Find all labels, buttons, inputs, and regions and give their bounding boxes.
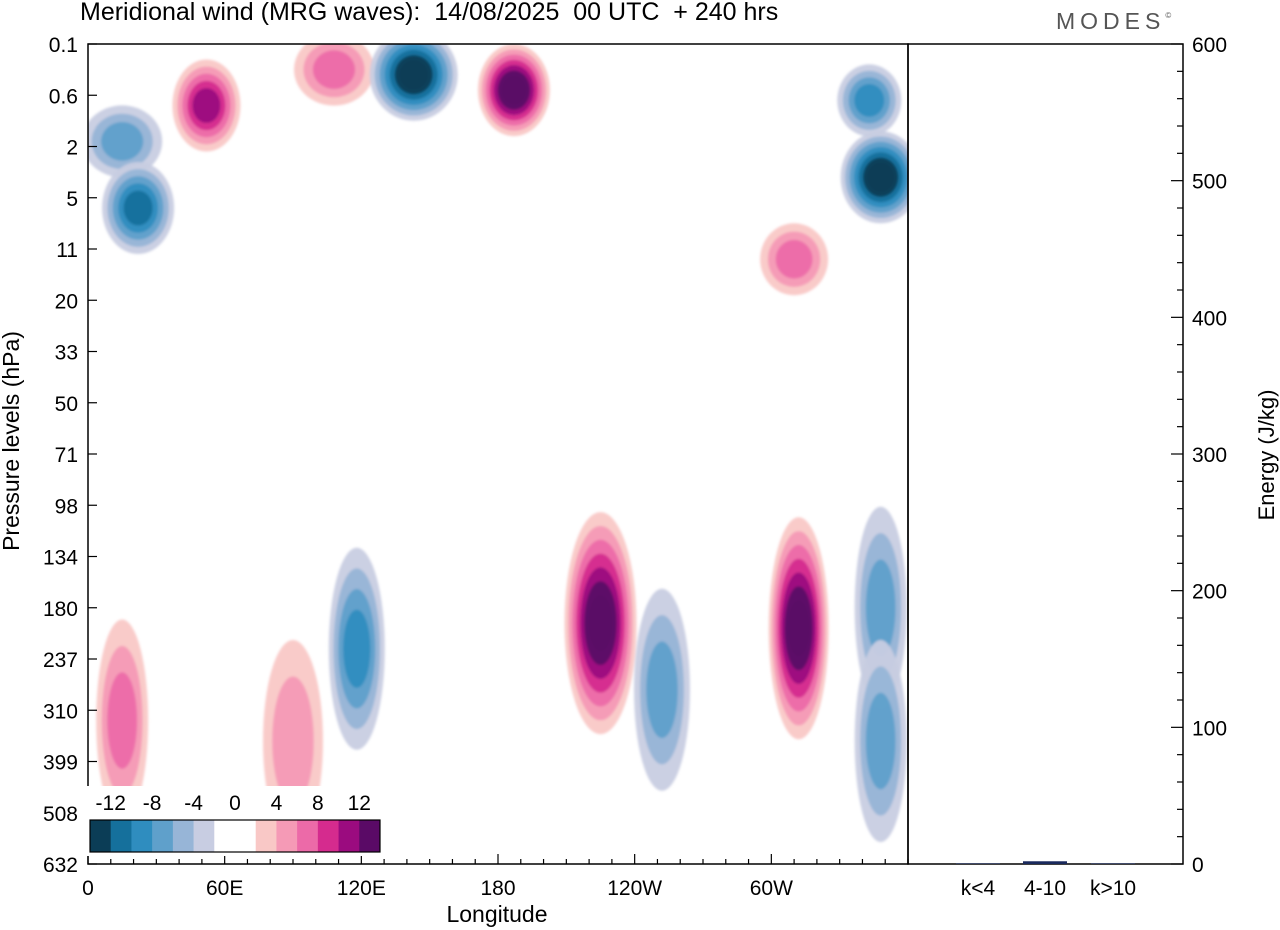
colorbar-swatch <box>235 820 257 852</box>
energy-bar <box>956 863 1000 864</box>
colorbar-label: 8 <box>312 792 324 815</box>
heatmap-feature <box>564 512 637 735</box>
energy-bar <box>1091 863 1135 864</box>
colorbar-label: 0 <box>229 792 241 815</box>
colorbar-label: -8 <box>143 792 162 815</box>
heatmap-feature <box>840 131 908 224</box>
x-tick-label: 180 <box>480 877 515 900</box>
brand-mark: © <box>1165 11 1172 20</box>
energy-category-label: k<4 <box>961 877 996 900</box>
heatmap-feature <box>854 640 907 842</box>
heatmap-feature <box>837 64 902 137</box>
energy-bars <box>956 861 1135 864</box>
colorbar-swatch <box>214 820 236 852</box>
energy-categories: k<4 4-10 k>10 <box>961 877 1136 900</box>
heatmap-feature <box>768 517 829 740</box>
energy-tick-label: 300 <box>1192 444 1227 467</box>
colorbar-label: 4 <box>271 792 283 815</box>
heatmap-field <box>88 44 908 842</box>
x-tick-label: 120E <box>337 877 386 900</box>
y-axis-label: Pressure levels (hPa) <box>0 331 24 551</box>
colorbar-swatch <box>172 820 195 852</box>
colorbar-frame <box>89 819 381 853</box>
heatmap-feature <box>88 105 163 178</box>
colorbar: -12 -8 -4 0 4 8 12 <box>86 786 384 856</box>
energy-category-label: 4-10 <box>1024 877 1066 900</box>
y-tick-label: 0.1 <box>49 34 78 57</box>
y-tick-label: 632 <box>43 854 78 877</box>
colorbar-swatch <box>193 820 215 852</box>
y-tick-label: 33 <box>55 342 78 365</box>
colorbar-swatch <box>359 820 381 852</box>
y-tick-label: 50 <box>55 393 78 416</box>
y-tick-label: 0.6 <box>49 85 78 108</box>
brand-text: MODES <box>1056 8 1166 34</box>
y-tick-label: 98 <box>55 495 78 518</box>
colorbar-swatch <box>297 820 319 852</box>
heatmap-feature <box>96 619 149 822</box>
energy-tick-label: 400 <box>1192 307 1227 330</box>
colorbar-swatch <box>276 820 298 852</box>
heatmap-feature <box>760 223 829 296</box>
colorbar-swatch <box>90 820 112 852</box>
y-tick-label: 20 <box>55 290 78 313</box>
energy-category-label: k>10 <box>1090 877 1136 900</box>
colorbar-swatch <box>255 820 277 852</box>
heatmap-feature <box>102 162 175 254</box>
y-tick-label: 71 <box>55 444 78 467</box>
heatmap-feature <box>369 44 458 121</box>
colorbar-swatch <box>131 820 153 852</box>
energy-panel-frame <box>907 43 1184 865</box>
heatmap-frame <box>87 43 909 865</box>
y-axis: 0.1 0.6 2 5 11 20 33 50 71 98 134 180 237 310 399 508 63… <box>43 34 97 877</box>
heatmap-feature <box>294 44 374 106</box>
colorbar-label: -4 <box>184 792 203 815</box>
energy-tick-label: 200 <box>1192 581 1227 604</box>
y-tick-label: 237 <box>43 649 78 672</box>
energy-axis-label: Energy (J/kg) <box>1254 390 1279 521</box>
colorbar-swatch <box>338 820 360 852</box>
colorbar-swatch <box>152 820 174 852</box>
colorbar-label: 12 <box>348 792 371 815</box>
y-tick-label: 134 <box>43 547 78 570</box>
y-tick-label: 5 <box>66 188 78 211</box>
energy-tick-label: 100 <box>1192 717 1227 740</box>
y-tick-label: 310 <box>43 700 78 723</box>
x-tick-label: 120W <box>607 877 662 900</box>
heatmap-feature <box>477 44 550 137</box>
energy-tick-label: 0 <box>1192 854 1204 877</box>
x-tick-label: 0 <box>82 877 94 900</box>
colorbar-label: -12 <box>96 792 126 815</box>
energy-tick-label: 500 <box>1192 171 1227 194</box>
heatmap-feature <box>172 59 241 152</box>
x-tick-label: 60E <box>206 877 243 900</box>
colorbar-swatch <box>110 820 132 852</box>
y-tick-label: 11 <box>56 239 78 262</box>
x-axis: 0 60E 120E 180 120W 60W <box>82 854 909 900</box>
heatmap-feature <box>328 547 385 750</box>
y-tick-label: 508 <box>43 803 78 826</box>
energy-bar <box>1023 861 1067 864</box>
energy-axis: 0 100 200 300 400 500 600 <box>1171 34 1227 877</box>
chart-title: Meridional wind (MRG waves): 14/08/2025 … <box>80 0 779 26</box>
x-axis-label: Longitude <box>446 901 547 927</box>
modes-logo: MODES© <box>1056 8 1171 35</box>
y-tick-label: 399 <box>43 752 78 775</box>
y-tick-label: 180 <box>43 598 78 621</box>
heatmap-feature <box>634 588 690 791</box>
y-tick-label: 2 <box>66 137 78 160</box>
colorbar-swatch <box>317 820 340 852</box>
energy-tick-label: 600 <box>1192 34 1227 57</box>
x-tick-label: 60W <box>750 877 793 900</box>
